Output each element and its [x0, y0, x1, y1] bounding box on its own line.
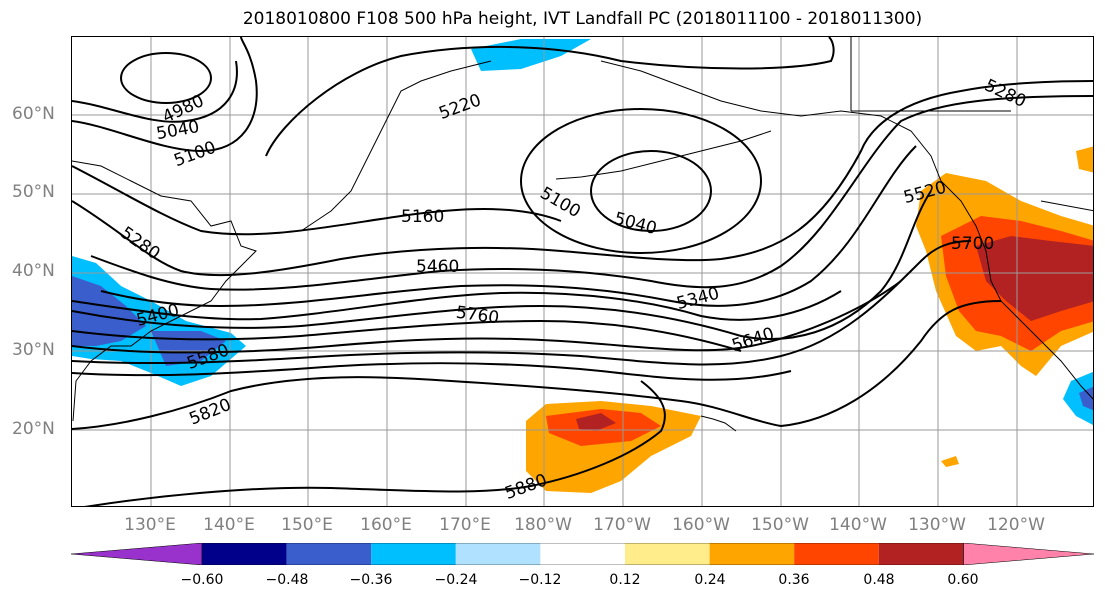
- colorbar-swatch: [540, 543, 625, 565]
- lon-label-150w: 150°W: [751, 515, 809, 535]
- colorbar-tick: −0.60: [180, 572, 224, 588]
- contour-5700: [72, 240, 972, 366]
- ivt-negative-se: [1063, 371, 1093, 425]
- colorbar-swatch: [794, 543, 879, 565]
- coast-asia: [72, 160, 257, 422]
- coast-canada-border: [850, 37, 1093, 212]
- ivt-positive-central-core: [576, 413, 616, 431]
- colorbar-swatch: [709, 543, 795, 565]
- contour-label: 5040: [612, 209, 659, 240]
- contour-5460: [72, 290, 842, 321]
- map-title: 2018010800 F108 500 hPa height, IVT Land…: [242, 9, 923, 29]
- ivt-negative-north: [471, 39, 591, 71]
- lon-label-160e: 160°E: [360, 515, 412, 535]
- contour-label: 5460: [416, 257, 459, 277]
- colorbar-swatch: [371, 543, 456, 565]
- height-contours: [72, 37, 1093, 506]
- colorbar-tick: −0.12: [518, 572, 562, 588]
- contour-label: 5340: [675, 284, 722, 315]
- contour-5100-w: [72, 37, 258, 153]
- lat-label-40n: 40°N: [12, 261, 55, 281]
- contour-5160: [72, 165, 562, 236]
- colorbar-swatch: [286, 543, 372, 565]
- colorbar-tick: 0.24: [694, 572, 726, 588]
- contour-label: 5100: [171, 138, 218, 172]
- contour-5280: [72, 80, 1093, 277]
- colorbar-tick: 0.36: [778, 572, 810, 588]
- lon-label-130w: 130°W: [908, 515, 966, 535]
- contour-low-center-inner: [590, 150, 712, 232]
- contour-5400: [100, 145, 917, 308]
- lon-label-160w: 160°W: [672, 515, 730, 535]
- colorbar-swatch: [625, 543, 710, 565]
- ivt-positive-coast-core: [976, 236, 1093, 321]
- colorbar-tick: −0.36: [349, 572, 393, 588]
- colorbar-tick: 0.60: [947, 572, 979, 588]
- contour-label: 5880: [502, 470, 549, 504]
- colorbar: [71, 543, 1094, 565]
- contour-5760: [72, 362, 792, 381]
- lon-label-170e: 170°E: [439, 515, 491, 535]
- colorbar-swatch: [202, 543, 287, 565]
- lon-label-140w: 140°W: [829, 515, 887, 535]
- lon-label-150e: 150°E: [281, 515, 333, 535]
- contour-label: 5220: [436, 90, 483, 124]
- map-panel: 4980 5040 5100 5220 5280 5100 5040 5160 …: [71, 36, 1094, 507]
- lat-label-60n: 60°N: [12, 104, 55, 124]
- contour-low-center-outer: [520, 108, 762, 254]
- colorbar-tick: −0.48: [265, 572, 309, 588]
- contour-label: 5160: [401, 207, 444, 227]
- lat-label-20n: 20°N: [12, 419, 55, 439]
- contour-5820: [72, 300, 1002, 430]
- ivt-positive-small: [941, 456, 959, 467]
- ivt-positive-ne: [1076, 146, 1093, 173]
- contour-5040-w: [72, 60, 238, 123]
- ivt-negative-japan-core: [72, 276, 146, 346]
- colorbar-tick: −0.24: [434, 572, 478, 588]
- contour-5640: [72, 280, 902, 354]
- contour-label: 5820: [186, 395, 234, 430]
- contour-low-nw: [120, 52, 212, 104]
- lon-label-140e: 140°E: [203, 515, 255, 535]
- lon-label-130e: 130°E: [124, 515, 176, 535]
- contour-5880: [84, 380, 666, 506]
- contour-5340: [90, 95, 1093, 291]
- colorbar-swatch: [455, 543, 541, 565]
- lon-label-120w: 120°W: [987, 515, 1045, 535]
- contour-5220: [265, 37, 835, 157]
- ivt-shading: [72, 39, 1093, 493]
- coast-kamchatka: [300, 60, 492, 232]
- lon-label-170w: 170°W: [593, 515, 651, 535]
- lat-label-30n: 30°N: [12, 340, 55, 360]
- map-canvas: 4980 5040 5100 5220 5280 5100 5040 5160 …: [72, 37, 1093, 506]
- contour-label: 5700: [951, 234, 994, 254]
- colorbar-tick: 0.48: [863, 572, 895, 588]
- lon-label-180w: 180°W: [514, 515, 572, 535]
- hawaii-islands: [700, 415, 737, 432]
- colorbar-extend-high: [963, 543, 1094, 565]
- coast-alaska: [600, 60, 942, 182]
- lat-label-50n: 50°N: [12, 182, 55, 202]
- colorbar-tick: 0.12: [609, 572, 641, 588]
- contour-5580: [72, 319, 742, 352]
- graticule: [72, 37, 1093, 506]
- colorbar-extend-low: [71, 543, 203, 565]
- ivt-negative-se-core: [1079, 386, 1093, 411]
- contour-5520: [72, 190, 932, 340]
- contour-label: 5280: [981, 76, 1029, 112]
- colorbar-swatch: [878, 543, 964, 565]
